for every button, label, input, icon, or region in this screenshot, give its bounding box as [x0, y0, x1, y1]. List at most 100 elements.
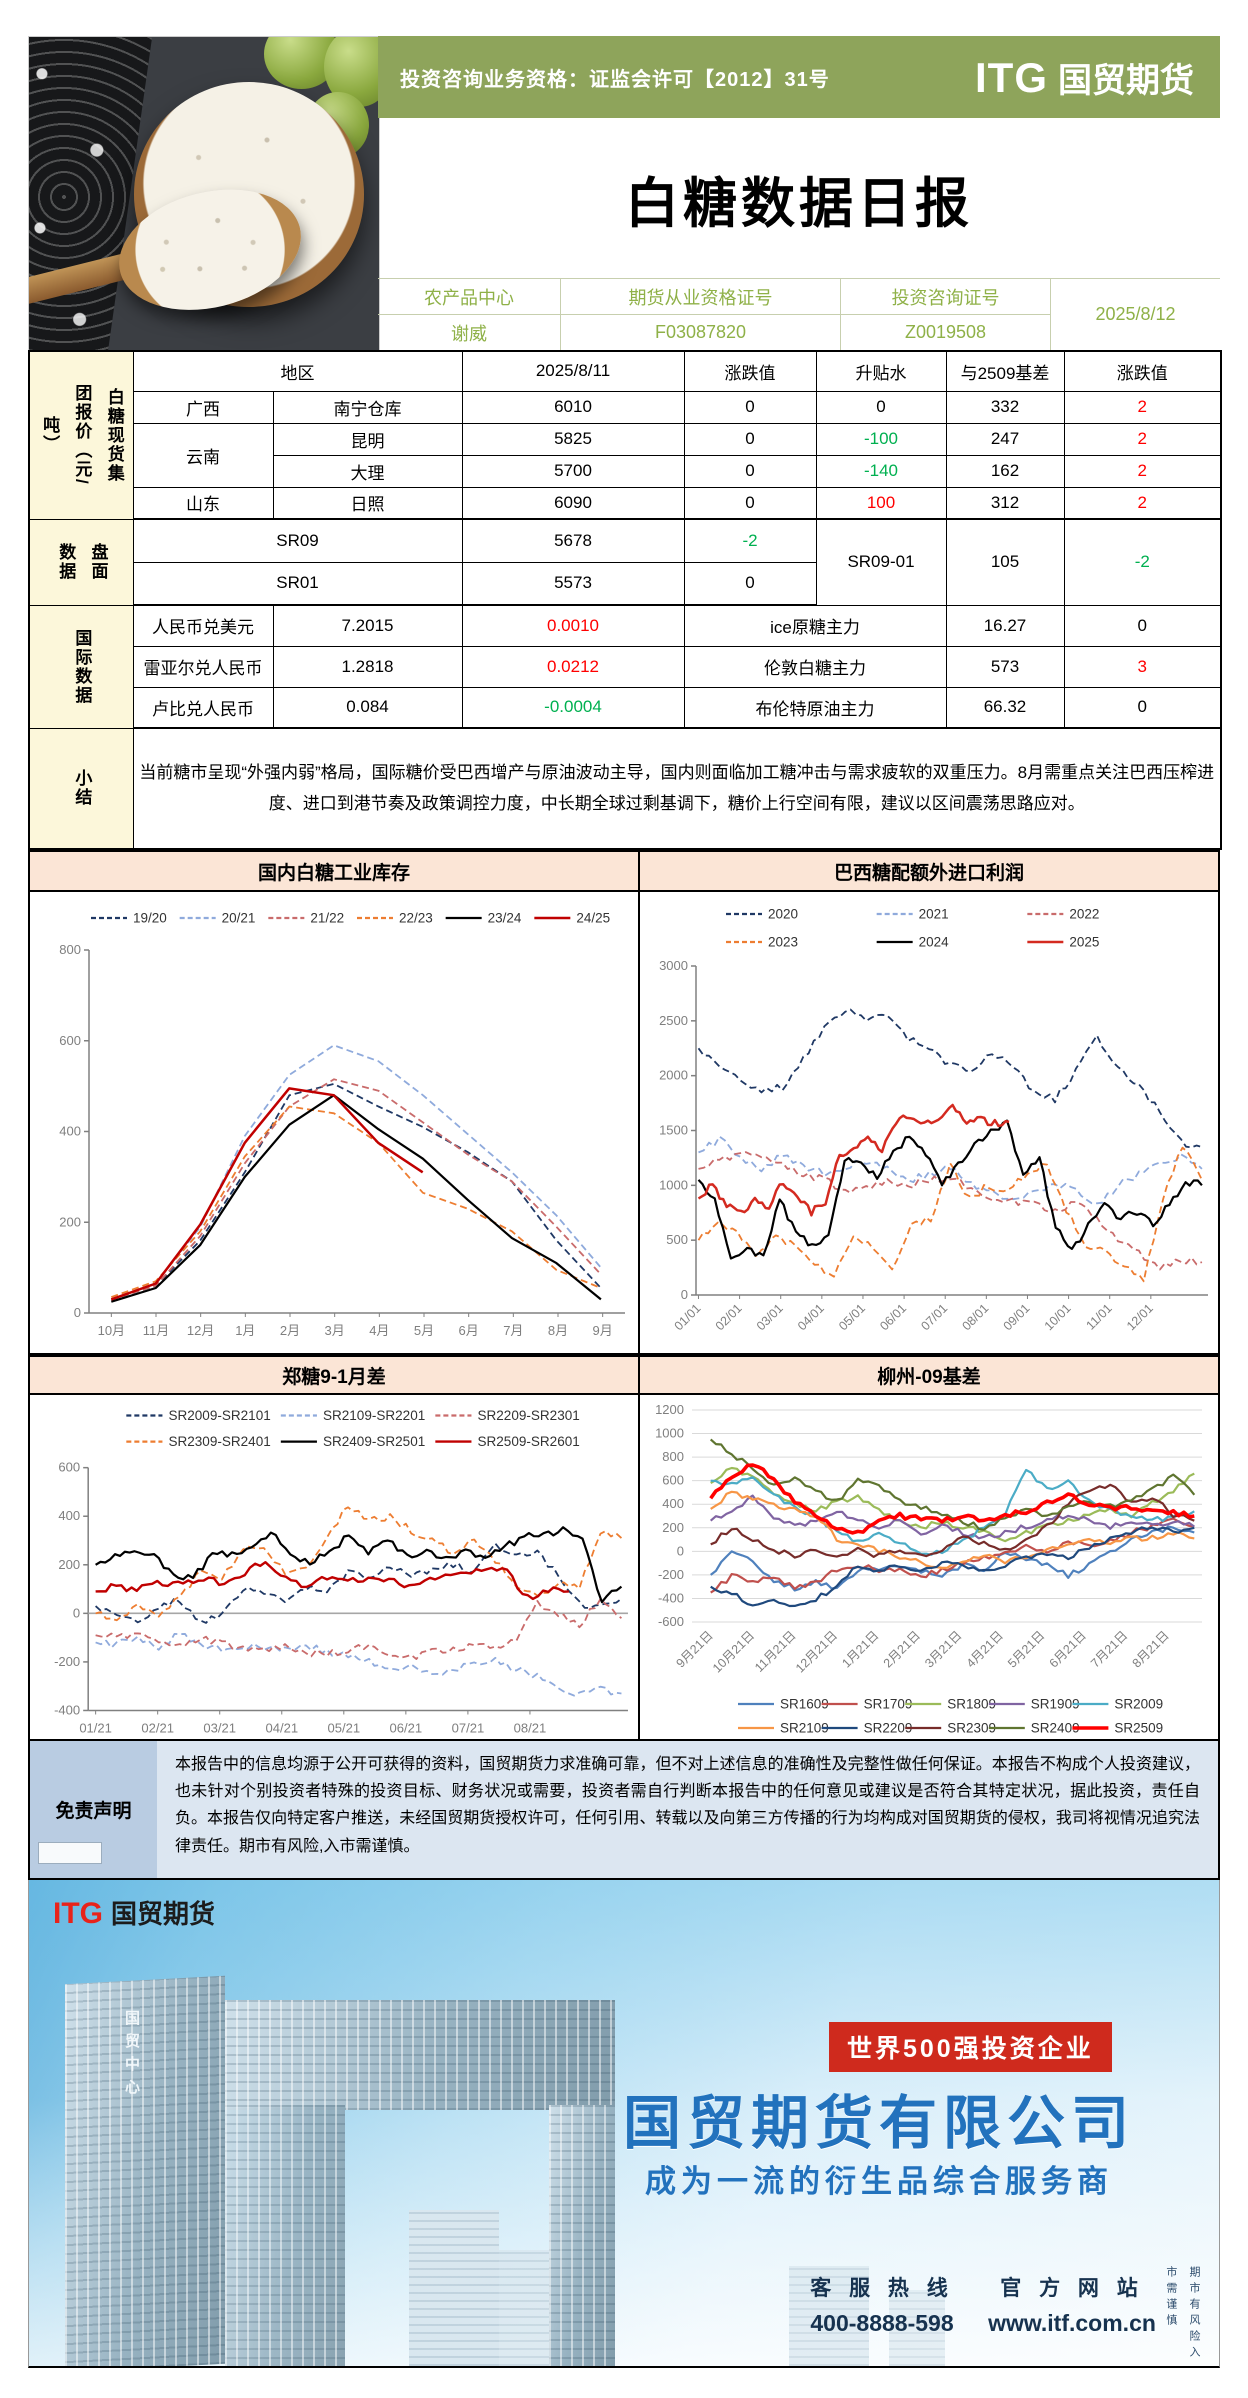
sugar-photo [28, 36, 380, 352]
table-cell: 100 [815, 486, 947, 520]
svg-text:SR1609: SR1609 [780, 1697, 829, 1712]
table-cell: 1.2818 [272, 645, 463, 688]
svg-text:21/22: 21/22 [310, 911, 344, 926]
svg-text:800: 800 [662, 1449, 684, 1464]
svg-text:6月: 6月 [459, 1323, 479, 1338]
svg-text:-400: -400 [54, 1702, 80, 1717]
table-cell: -2 [1063, 518, 1222, 606]
table-cell: 0 [683, 390, 817, 424]
disclaimer-label: 免责声明 [30, 1741, 157, 1878]
svg-text:SR2409-SR2501: SR2409-SR2501 [323, 1434, 425, 1449]
svg-text:12月21日: 12月21日 [793, 1628, 840, 1675]
svg-text:04/01: 04/01 [795, 1301, 827, 1333]
svg-text:3月: 3月 [325, 1323, 345, 1338]
svg-text:04/21: 04/21 [265, 1721, 298, 1736]
svg-text:SR2309-SR2401: SR2309-SR2401 [168, 1434, 270, 1449]
svg-text:1000: 1000 [659, 1177, 688, 1192]
table-cell: 0.0010 [461, 604, 685, 647]
svg-text:03/21: 03/21 [203, 1721, 236, 1736]
report-date: 2025/8/12 [1050, 278, 1220, 350]
advisor-label: 投资咨询证号 [840, 278, 1050, 314]
table-cell: 0 [1063, 604, 1222, 647]
website-url[interactable]: www.itf.com.cn [988, 2310, 1156, 2336]
svg-text:10/01: 10/01 [1042, 1301, 1074, 1333]
table-cell: 山东 [132, 486, 274, 520]
svg-text:9月21日: 9月21日 [673, 1628, 715, 1670]
table-cell: 6010 [461, 390, 685, 424]
svg-text:200: 200 [58, 1557, 80, 1572]
svg-text:5月21日: 5月21日 [1005, 1628, 1047, 1670]
table-cell: 2 [1063, 486, 1222, 520]
svg-text:2025: 2025 [1069, 935, 1099, 950]
hotline-block: 客 服 热 线 400-8888-598 [797, 2272, 967, 2337]
advisor-no: Z0019508 [840, 314, 1050, 350]
svg-text:10月21日: 10月21日 [710, 1628, 757, 1675]
svg-text:07/21: 07/21 [452, 1721, 485, 1736]
svg-text:400: 400 [58, 1508, 80, 1523]
itg-logo-mark: ITG [975, 53, 1048, 101]
svg-text:SR2109-SR2201: SR2109-SR2201 [323, 1408, 425, 1423]
table-cell: 0.0212 [461, 645, 685, 688]
disclaimer-section: 免责声明 本报告中的信息均源于公开可获得的资料，国贸期货力求准确可靠，但不对上述… [28, 1739, 1220, 1880]
svg-text:12月: 12月 [187, 1323, 214, 1338]
city-building [409, 2210, 499, 2366]
table-cell: -140 [815, 454, 947, 488]
svg-text:2021: 2021 [919, 907, 949, 922]
itc-right-column [549, 2105, 615, 2366]
svg-text:0: 0 [681, 1287, 688, 1302]
title-zone: 白糖数据日报 [378, 118, 1220, 278]
table-cell: 162 [945, 454, 1065, 488]
stamp-box [38, 1842, 102, 1864]
svg-text:SR2409: SR2409 [1031, 1721, 1080, 1736]
fortune500-badge: 世界500强投资企业 [829, 2022, 1112, 2072]
svg-text:11月: 11月 [143, 1323, 170, 1338]
svg-text:2500: 2500 [659, 1013, 688, 1028]
company-banner: 国贸中心 ITG 国贸期货 世界500强投资企业 国贸期货有限公司 成为一流的衍… [28, 1880, 1220, 2368]
svg-text:6月21日: 6月21日 [1047, 1628, 1089, 1670]
svg-text:1500: 1500 [659, 1123, 688, 1138]
table-cell: -0.0004 [461, 686, 685, 729]
hotline-number[interactable]: 400-8888-598 [810, 2310, 954, 2336]
table-cell: 7.2015 [272, 604, 463, 647]
city-building [889, 2290, 945, 2366]
svg-text:400: 400 [662, 1496, 684, 1511]
svg-text:200: 200 [662, 1520, 684, 1535]
sugar-data-table: 白糖现货集团报价（元/吨） 地区 2025/8/11 涨跌值 升贴水 与2509基差 涨跌值… [28, 350, 1222, 850]
hotline-label: 客 服 热 线 [810, 2277, 954, 2300]
table-cell: 人民币兑美元 [132, 604, 274, 647]
svg-text:19/20: 19/20 [133, 911, 167, 926]
svg-text:SR2209-SR2301: SR2209-SR2301 [477, 1408, 579, 1423]
dept-label: 农产品中心 [378, 278, 560, 314]
svg-text:7月21日: 7月21日 [1088, 1628, 1130, 1670]
table-cell: 2 [1063, 422, 1222, 456]
table-cell: 涨跌值 [683, 350, 817, 392]
report-page: 投资咨询业务资格：证监会许可【2012】31号 ITG 国贸期货 白糖数据日报 … [28, 28, 1222, 2368]
svg-text:0: 0 [73, 1605, 80, 1620]
svg-text:07/01: 07/01 [918, 1301, 950, 1333]
table-cell: 2 [1063, 390, 1222, 424]
chart-liuzhou-basis: -600 -400 -200 0 200 400 600 800 1000 1200 9月21日 10… [638, 1395, 1218, 1741]
charts-grid: 国内白糖工业库存 巴西糖配额外进口利润 0 200 400 600 800 10月 11月 1… [28, 850, 1220, 1743]
city-building [789, 2266, 869, 2366]
svg-text:SR2109: SR2109 [780, 1721, 829, 1736]
company-slogan: 成为一流的衍生品综合服务商 [645, 2164, 1113, 2199]
svg-text:08/01: 08/01 [959, 1301, 991, 1333]
svg-text:0: 0 [677, 1543, 684, 1558]
table-cell: 云南 [132, 422, 274, 488]
table-cell: 332 [945, 390, 1065, 424]
table-cell: 0 [815, 390, 947, 424]
license-band: 投资咨询业务资格：证监会许可【2012】31号 ITG 国贸期货 [378, 36, 1220, 118]
table-cell: 5573 [461, 561, 685, 606]
chart-header-spread: 郑糖9-1月差 [30, 1355, 638, 1395]
svg-text:22/23: 22/23 [399, 911, 433, 926]
itc-mid-tower [225, 2105, 345, 2366]
table-cell: 105 [945, 518, 1065, 606]
svg-text:02/01: 02/01 [713, 1301, 745, 1333]
table-cell: 0.084 [272, 686, 463, 729]
table-cell: 0 [683, 422, 817, 456]
itc-bridge [225, 2000, 615, 2110]
svg-text:23/24: 23/24 [488, 911, 522, 926]
website-label: 官 方 网 站 [1000, 2277, 1144, 2300]
chart-zhengzhou-spread: -400 -200 0 200 400 600 01/21 02/21 03/21 04/21 05… [30, 1395, 638, 1741]
svg-text:7月: 7月 [503, 1323, 523, 1338]
